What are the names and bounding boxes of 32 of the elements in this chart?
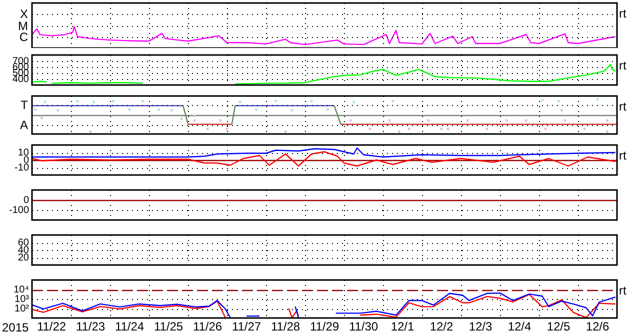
x-tick-label: 12/4: [508, 320, 532, 334]
x-tick-label: 11/30: [348, 320, 378, 334]
x-tick-label: 12/6: [586, 320, 610, 334]
y-tick-label: 10²: [14, 303, 30, 314]
x-tick-label: 11/26: [192, 320, 222, 334]
x-axis-title: 2015: [2, 320, 30, 334]
x-tick-label: 12/1: [390, 320, 414, 334]
x-tick-label: 11/22: [36, 320, 66, 334]
y-tick-label: 20: [18, 252, 30, 264]
x-tick-label: 11/27: [232, 320, 262, 334]
text: rt: [619, 99, 627, 114]
x-tick-label: 12/3: [468, 320, 492, 334]
x-tick-label: 11/25: [154, 320, 184, 334]
text: rt: [619, 58, 627, 72]
text: rt: [619, 283, 627, 298]
x-tick-label: 12/2: [430, 320, 454, 334]
y-tick-label: -10: [14, 162, 30, 174]
y-tick-label: 10⁴: [14, 284, 29, 296]
x-tick-label: 11/23: [76, 320, 106, 334]
text: A: [20, 118, 28, 132]
x-tick-label: 11/24: [114, 320, 144, 334]
y-tick-label: 10³: [14, 294, 30, 305]
x-tick-label: 11/28: [270, 320, 300, 334]
y-tick-label: -100: [8, 204, 30, 216]
text: rt: [619, 6, 627, 20]
text: X: [20, 6, 28, 21]
text: rt: [619, 148, 627, 162]
x-tick-label: 11/29: [310, 320, 340, 334]
x-tick-label: 12/5: [546, 320, 570, 334]
y-tick-label: 0: [23, 194, 30, 206]
y-tick-label: 400: [12, 74, 30, 85]
text: T: [20, 98, 29, 112]
